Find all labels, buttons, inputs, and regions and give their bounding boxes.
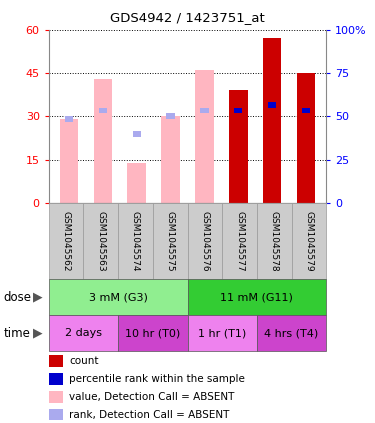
Bar (161, 116, 180, 203)
Text: GSM1045575: GSM1045575 (166, 211, 175, 272)
Bar (94, 79, 112, 203)
Text: GSM1045578: GSM1045578 (270, 211, 279, 272)
Text: count: count (69, 356, 99, 366)
Text: value, Detection Call = ABSENT: value, Detection Call = ABSENT (69, 392, 235, 402)
Text: GSM1045579: GSM1045579 (304, 211, 313, 272)
Text: percentile rank within the sample: percentile rank within the sample (69, 374, 245, 384)
Text: 4 hrs (T4): 4 hrs (T4) (264, 328, 319, 338)
Text: GSM1045577: GSM1045577 (235, 211, 244, 272)
Bar (132, 131, 141, 137)
Bar (65, 116, 73, 122)
Text: rank, Detection Call = ABSENT: rank, Detection Call = ABSENT (69, 409, 230, 420)
Text: 11 mM (G11): 11 mM (G11) (220, 292, 293, 302)
Bar (263, 38, 281, 203)
Bar (166, 113, 175, 119)
Bar (297, 73, 315, 203)
Text: 10 hr (T0): 10 hr (T0) (125, 328, 180, 338)
Text: GSM1045576: GSM1045576 (200, 211, 209, 272)
Bar (128, 162, 146, 203)
Text: GDS4942 / 1423751_at: GDS4942 / 1423751_at (110, 11, 265, 24)
Bar (200, 108, 208, 113)
Text: ▶: ▶ (33, 327, 42, 340)
Text: GSM1045563: GSM1045563 (96, 211, 105, 272)
Text: dose: dose (4, 291, 32, 304)
Text: 2 days: 2 days (65, 328, 102, 338)
Bar (99, 108, 107, 113)
Bar (229, 91, 248, 203)
Text: GSM1045562: GSM1045562 (62, 211, 70, 272)
Bar (234, 108, 243, 113)
Bar (195, 70, 214, 203)
Text: 3 mM (G3): 3 mM (G3) (88, 292, 147, 302)
Text: time: time (4, 327, 31, 340)
Text: GSM1045574: GSM1045574 (131, 211, 140, 272)
Bar (60, 119, 78, 203)
Bar (268, 102, 276, 107)
Text: ▶: ▶ (33, 291, 42, 304)
Text: 1 hr (T1): 1 hr (T1) (198, 328, 246, 338)
Bar (302, 108, 310, 113)
